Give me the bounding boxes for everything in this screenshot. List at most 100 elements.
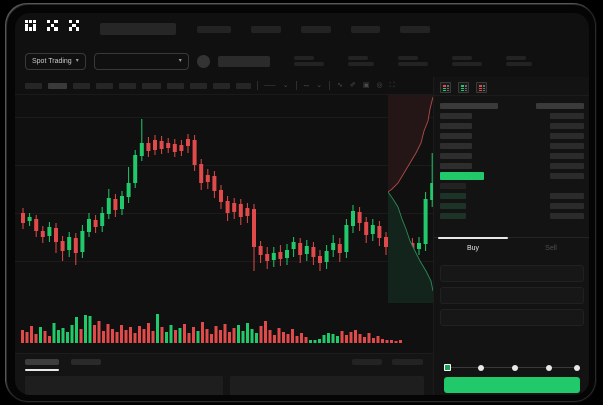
global-search-input[interactable] bbox=[99, 23, 176, 35]
orders-panel-content bbox=[25, 376, 424, 395]
timeframe-10[interactable] bbox=[236, 82, 251, 89]
chart-type-icon[interactable]: ⥐ bbox=[303, 82, 310, 89]
timeframe-7[interactable] bbox=[167, 82, 184, 89]
orders-panel-actions bbox=[352, 359, 423, 365]
nav-item-2[interactable] bbox=[250, 25, 281, 33]
orderbook-bid-row-3[interactable] bbox=[440, 201, 584, 211]
volume-bar-8 bbox=[57, 330, 60, 343]
pencil-icon[interactable]: ✐ bbox=[349, 82, 356, 89]
bottom-action-1[interactable] bbox=[352, 359, 382, 365]
volume-bar-70 bbox=[336, 336, 339, 343]
candle-44 bbox=[311, 247, 316, 257]
price-chart[interactable] bbox=[15, 95, 433, 303]
percent-stop-25[interactable] bbox=[478, 364, 484, 371]
app-screen: Spot Trading ▾ ▾ ⸺ ⌄ ⥐ ⌄ ∿ ✐ ▣ ◎ ⛶ bbox=[15, 13, 589, 395]
okx-logo-glyph-x bbox=[68, 19, 87, 38]
chart-type-chevron-icon[interactable]: ⌄ bbox=[316, 82, 323, 89]
bottom-action-2[interactable] bbox=[392, 359, 423, 365]
candle-48 bbox=[337, 244, 342, 253]
orderbook-ask-row-6-price bbox=[440, 162, 472, 170]
volume-bar-29 bbox=[151, 331, 155, 343]
orderbook-rows bbox=[440, 111, 584, 221]
chart-tool-buttons: ⸺ ⌄ ⥐ ⌄ ∿ ✐ ▣ ◎ ⛶ bbox=[264, 81, 394, 90]
volume-chart[interactable] bbox=[15, 305, 433, 353]
bottom-tab-order-history[interactable] bbox=[71, 359, 101, 365]
orderbook-bid-row-4-price bbox=[440, 212, 466, 220]
volume-bar-3 bbox=[34, 334, 38, 343]
orderbook-ask-row-6[interactable] bbox=[440, 161, 584, 171]
candle-51 bbox=[357, 212, 362, 223]
okx-logo[interactable] bbox=[25, 19, 87, 38]
orderbook-bid-row-4[interactable] bbox=[440, 211, 584, 221]
orderbook-bid-row-2-price bbox=[440, 192, 466, 200]
percent-stop-75[interactable] bbox=[546, 364, 552, 371]
timeframe-1[interactable] bbox=[25, 82, 42, 89]
volume-bar-45 bbox=[223, 324, 227, 343]
tab-sell[interactable]: Sell bbox=[545, 245, 557, 252]
bottom-tab-open-orders-underline bbox=[25, 369, 59, 371]
orderbook-ask-row-3[interactable] bbox=[440, 131, 584, 141]
fullscreen-icon[interactable]: ⛶ bbox=[389, 82, 395, 89]
orderbook-view-bids-icon[interactable] bbox=[458, 82, 469, 93]
orderbook-ask-row-5[interactable] bbox=[440, 151, 584, 161]
volume-bar-81 bbox=[385, 340, 389, 343]
candle-4 bbox=[47, 227, 52, 236]
percent-stop-0[interactable] bbox=[444, 364, 451, 371]
orders-panel-tabs bbox=[25, 359, 101, 371]
place-buy-order-button[interactable] bbox=[444, 377, 580, 393]
orderbook-view-asks-icon[interactable] bbox=[476, 82, 487, 93]
candle-52 bbox=[364, 222, 369, 235]
timeframe-4[interactable] bbox=[96, 82, 113, 89]
orderbook-bid-row-1[interactable] bbox=[440, 181, 584, 191]
settings-icon[interactable]: ◎ bbox=[376, 82, 383, 89]
timeframe-2[interactable] bbox=[48, 82, 67, 89]
candle-20 bbox=[153, 140, 157, 150]
percent-stop-100[interactable] bbox=[574, 364, 580, 371]
bottom-tab-open-orders[interactable] bbox=[25, 359, 59, 371]
bottom-content-box-right bbox=[230, 376, 424, 395]
trading-pair-select[interactable]: ▾ bbox=[93, 52, 189, 70]
candle-32 bbox=[232, 203, 237, 212]
volume-bar-26 bbox=[138, 326, 141, 343]
nav-item-4[interactable] bbox=[350, 25, 380, 33]
candle-19 bbox=[146, 143, 151, 151]
order-price-field[interactable] bbox=[440, 265, 584, 282]
order-total-field[interactable] bbox=[440, 309, 584, 326]
market-type-select[interactable]: Spot Trading ▾ bbox=[25, 52, 86, 70]
tab-buy[interactable]: Buy bbox=[434, 237, 512, 259]
orderbook[interactable] bbox=[434, 95, 589, 233]
nav-item-1[interactable] bbox=[196, 25, 231, 33]
timeframe-5[interactable] bbox=[119, 82, 136, 89]
orderbook-header-row bbox=[440, 101, 584, 111]
orderbook-ask-row-2[interactable] bbox=[440, 121, 584, 131]
orderbook-last-price-row[interactable] bbox=[440, 171, 584, 181]
volume-bar-40 bbox=[201, 322, 204, 343]
orderbook-ask-row-4[interactable] bbox=[440, 141, 584, 151]
volume-bar-47 bbox=[232, 328, 236, 343]
order-amount-field[interactable] bbox=[440, 287, 584, 304]
orderbook-view-both-icon[interactable] bbox=[440, 82, 451, 93]
timeframe-8[interactable] bbox=[190, 82, 207, 89]
indicators-icon[interactable]: ⸺ bbox=[264, 82, 276, 89]
line-tool-icon[interactable]: ∿ bbox=[337, 82, 343, 89]
volume-bar-53 bbox=[259, 326, 263, 343]
market-type-label: Spot Trading bbox=[32, 57, 72, 65]
orderbook-ask-row-1[interactable] bbox=[440, 111, 584, 121]
volume-bar-33 bbox=[169, 325, 173, 343]
orderbook-ask-row-3-price bbox=[440, 132, 472, 140]
timeframe-6[interactable] bbox=[142, 82, 161, 89]
nav-item-3[interactable] bbox=[300, 25, 331, 33]
volume-bar-6 bbox=[48, 336, 51, 343]
order-percent-slider[interactable] bbox=[444, 363, 580, 373]
volume-bar-10 bbox=[66, 332, 69, 343]
percent-stop-50[interactable] bbox=[512, 364, 518, 371]
volume-bar-17 bbox=[97, 321, 101, 343]
candle-45 bbox=[318, 256, 322, 263]
camera-icon[interactable]: ▣ bbox=[362, 82, 370, 89]
timeframe-3[interactable] bbox=[73, 82, 90, 89]
timeframe-9[interactable] bbox=[213, 82, 230, 89]
indicators-chevron-icon[interactable]: ⌄ bbox=[282, 82, 289, 89]
nav-item-5[interactable] bbox=[399, 25, 430, 33]
orderbook-bid-row-2[interactable] bbox=[440, 191, 584, 201]
gridline-1 bbox=[15, 165, 433, 166]
